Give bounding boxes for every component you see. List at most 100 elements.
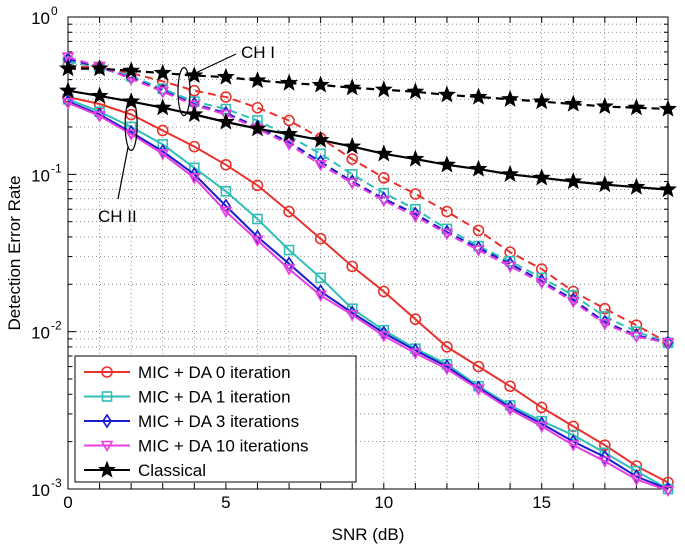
data-point [156, 124, 169, 137]
data-point [469, 87, 488, 105]
series-line [67, 56, 669, 344]
data-point [501, 164, 520, 182]
data-point [189, 162, 200, 174]
data-point [406, 82, 425, 100]
series-line [67, 96, 669, 484]
data-point [220, 158, 232, 171]
data-point [441, 341, 453, 353]
data-point [315, 154, 326, 170]
data-point [61, 52, 75, 64]
data-point [280, 73, 299, 91]
data-point [631, 469, 642, 484]
data-point [185, 66, 204, 84]
data-point [314, 290, 327, 303]
data-point [345, 309, 359, 322]
data-point [61, 97, 75, 110]
data-point [59, 59, 77, 77]
series-ch1-4 [59, 59, 677, 117]
data-point [599, 449, 610, 465]
data-point [345, 178, 359, 190]
data-point [598, 319, 612, 331]
data-point [283, 205, 295, 218]
series-ch1-1 [62, 56, 674, 349]
series-ch2-9 [59, 81, 677, 198]
data-point [93, 111, 106, 123]
data-point [220, 186, 232, 197]
data-point [315, 272, 326, 284]
data-point [440, 228, 454, 241]
data-point [315, 148, 326, 160]
y-tick-label: 10 [31, 324, 50, 343]
data-point [374, 80, 393, 98]
data-point [374, 144, 393, 162]
y-tick-exponent: -3 [51, 476, 62, 490]
data-point [630, 331, 643, 344]
data-point [535, 401, 548, 414]
x-tick-label: 10 [374, 493, 393, 512]
data-point [440, 364, 454, 376]
series-lines [59, 51, 677, 498]
data-point [90, 59, 109, 77]
data-point [472, 224, 485, 237]
data-point [219, 206, 233, 219]
y-tick-exponent: -1 [51, 161, 62, 175]
data-point [377, 195, 391, 208]
data-point [469, 159, 488, 177]
data-point [659, 180, 677, 198]
data-point [314, 159, 327, 172]
ch1-label: CH I [241, 43, 275, 62]
data-point [219, 109, 233, 122]
y-tick-exponent: -2 [51, 319, 62, 333]
series-ch1-2 [63, 51, 673, 351]
data-point [437, 155, 456, 173]
legend-label: MIC + DA 0 iteration [138, 363, 291, 382]
data-point [187, 173, 201, 185]
series-ch2-5 [62, 91, 674, 489]
ch2-label: CH II [98, 207, 137, 226]
data-point [343, 137, 362, 155]
data-point [220, 91, 232, 103]
legend-marker [102, 413, 112, 429]
x-tick-label: 5 [221, 493, 230, 512]
y-tick-exponent: 0 [51, 4, 58, 18]
data-point [189, 166, 200, 182]
data-point [661, 337, 675, 350]
data-point [501, 89, 520, 107]
legend-label: MIC + DA 1 iteration [138, 388, 291, 407]
ch2-arrow [117, 146, 129, 200]
x-axis-title: SNR (dB) [332, 525, 405, 544]
data-point [535, 277, 549, 290]
data-point [599, 302, 611, 315]
data-point [314, 232, 327, 245]
y-tick-label: 10 [31, 9, 50, 28]
legend-marker [98, 460, 116, 478]
data-point [153, 63, 172, 81]
data-point [185, 105, 204, 123]
data-point [631, 326, 642, 337]
data-point [661, 485, 675, 498]
data-point [472, 245, 485, 257]
legend-marker [100, 440, 114, 453]
data-point [409, 313, 422, 326]
data-point [346, 260, 359, 273]
data-point [122, 61, 141, 79]
data-point [188, 84, 201, 97]
legend-label: MIC + DA 3 iterations [138, 412, 299, 431]
legend-marker [101, 366, 113, 378]
data-point [187, 100, 201, 112]
data-point [216, 67, 235, 85]
data-point [157, 139, 169, 150]
data-point [248, 71, 267, 89]
annotations: CH I CH II [98, 43, 275, 226]
data-point [532, 168, 551, 186]
data-point [535, 421, 549, 434]
y-tick-label: 10 [31, 481, 50, 500]
data-point [532, 92, 551, 110]
data-point [409, 188, 422, 200]
data-point [377, 172, 390, 184]
data-point [122, 92, 141, 110]
data-point [377, 285, 390, 298]
data-point [437, 85, 456, 103]
